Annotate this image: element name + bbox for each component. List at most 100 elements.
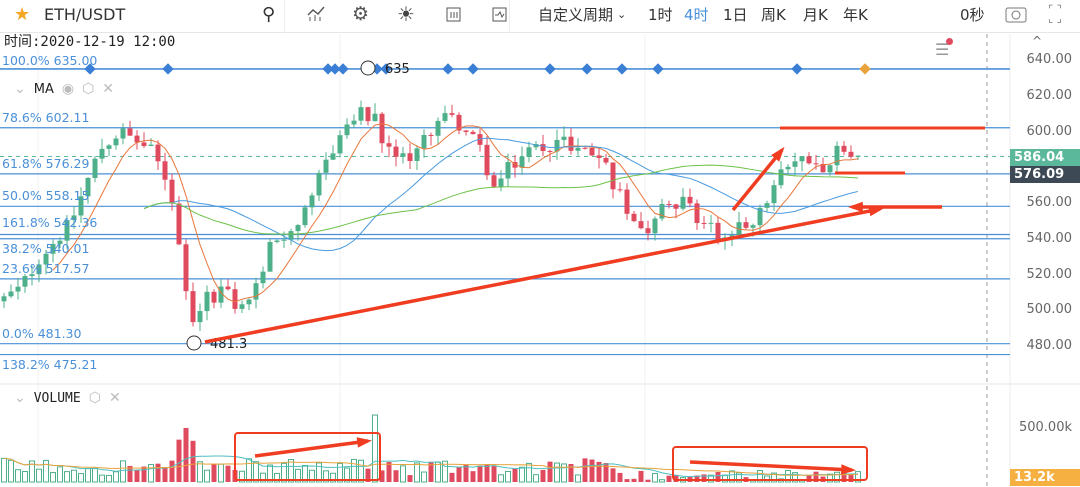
volume-bar — [148, 463, 154, 483]
volume-bar — [722, 474, 728, 483]
candle-body — [148, 144, 154, 146]
candle-body — [526, 147, 532, 157]
period-4h[interactable]: 4时 — [684, 5, 709, 24]
volume-bar — [729, 470, 735, 483]
scroll-up-icon[interactable]: ^ — [1032, 34, 1043, 48]
notes-icon[interactable]: ☰ — [935, 38, 954, 59]
candle-body — [715, 222, 721, 241]
candle-body — [211, 291, 217, 303]
trendline-arrow — [204, 207, 881, 344]
indicator-icon[interactable] — [306, 0, 326, 28]
candle-body — [183, 244, 189, 292]
symbol-title[interactable]: ETH/USDT — [44, 4, 126, 24]
volume-bar — [260, 472, 266, 483]
volume-bar — [211, 464, 217, 482]
close-icon[interactable]: ✕ — [102, 81, 115, 97]
candle-body — [302, 207, 308, 226]
theme-sun-icon[interactable]: ☀ — [397, 2, 415, 26]
fib-label: 23.6% 517.57 — [2, 260, 90, 276]
collapse-chevron-icon[interactable]: ⌄ — [14, 390, 26, 406]
candle-body — [533, 144, 539, 148]
volume-bar — [470, 471, 476, 482]
fib-marker-diamond — [859, 63, 871, 75]
fib-marker-diamond — [467, 63, 479, 75]
close-icon[interactable]: ✕ — [108, 390, 121, 406]
period-1d[interactable]: 1日 — [723, 5, 748, 24]
fullscreen-icon[interactable]: ⌜ ⌝ ⌞ ⌟ — [1048, 3, 1062, 25]
fib-label: 38.2% 540.01 — [2, 240, 90, 256]
layout-icon[interactable] — [444, 0, 462, 28]
candle-body — [666, 203, 672, 205]
volume-bar — [554, 462, 560, 483]
volume-bar — [71, 469, 77, 483]
volume-bar — [337, 462, 343, 483]
candle-body — [421, 134, 427, 149]
volume-bar — [575, 474, 581, 483]
period-month[interactable]: 月K — [803, 5, 828, 24]
period-year[interactable]: 年K — [843, 5, 868, 24]
collapse-chevron-icon[interactable]: ⌄ — [14, 81, 26, 97]
candle-body — [757, 207, 763, 226]
candle-body — [834, 145, 840, 166]
candle-body — [736, 222, 742, 236]
candle-body — [232, 289, 238, 309]
screenshot-camera-icon[interactable] — [1004, 0, 1028, 28]
volume-bar — [694, 475, 700, 482]
ma-legend: ⌄ MA ◉ ⬡ ✕ — [14, 81, 114, 97]
volume-bar — [771, 472, 777, 483]
fib-marker-diamond — [652, 63, 664, 75]
volume-bar — [204, 469, 210, 483]
candle-body — [358, 107, 364, 121]
candle-body — [498, 178, 504, 187]
fib-marker-diamond — [337, 63, 349, 75]
volume-bar — [512, 468, 518, 482]
volume-bar — [253, 461, 259, 483]
custom-period-dropdown[interactable]: 自定义周期 ⌄ — [538, 0, 626, 28]
fib-marker-diamond — [442, 63, 454, 75]
candle-body — [64, 220, 70, 241]
volume-bar — [785, 470, 791, 483]
settings-gear-icon[interactable]: ⚙ — [352, 3, 370, 25]
volume-bar — [673, 474, 679, 482]
candle-body — [799, 156, 805, 162]
period-1h[interactable]: 1时 — [648, 5, 673, 24]
candle-body — [204, 291, 210, 312]
eye-icon[interactable]: ◉ — [61, 81, 75, 97]
chart-type-icon[interactable] — [490, 0, 508, 28]
candle-body — [596, 155, 602, 158]
breakout-arrow — [731, 148, 784, 212]
period-week[interactable]: 周K — [761, 5, 786, 24]
last-price-tag: 586.04 — [1010, 149, 1080, 166]
settings-icon[interactable]: ⬡ — [88, 390, 101, 406]
favorite-star-icon[interactable]: ★ — [14, 3, 31, 25]
volume-bar — [449, 472, 455, 482]
candle-body — [456, 114, 462, 131]
volume-bar — [50, 472, 56, 483]
volume-bar — [708, 474, 714, 483]
candle-body — [463, 130, 469, 132]
candle-body — [624, 189, 630, 214]
volume-bar — [267, 464, 273, 483]
volume-bar — [36, 468, 42, 483]
volume-bar — [617, 472, 623, 482]
candle-body — [43, 253, 49, 265]
candle-body — [330, 153, 336, 160]
volume-bar — [582, 458, 588, 482]
price-axis-tick: 500.00 — [1026, 302, 1073, 318]
candle-body — [659, 203, 665, 219]
candle-body — [190, 291, 196, 323]
candle-body — [400, 153, 406, 157]
volume-bar — [827, 473, 833, 483]
volume-bar — [155, 463, 161, 482]
candle-body — [267, 241, 273, 272]
volume-bar — [316, 462, 322, 483]
candle-body — [50, 243, 56, 254]
volume-bar — [134, 470, 140, 482]
volume-bar — [323, 470, 329, 483]
fib-label: 50.0% 558.15 — [2, 188, 90, 204]
search-icon[interactable]: ⚲ — [262, 3, 276, 25]
candle-body — [778, 169, 784, 186]
candle-body — [92, 158, 98, 178]
settings-icon[interactable]: ⬡ — [82, 81, 95, 97]
